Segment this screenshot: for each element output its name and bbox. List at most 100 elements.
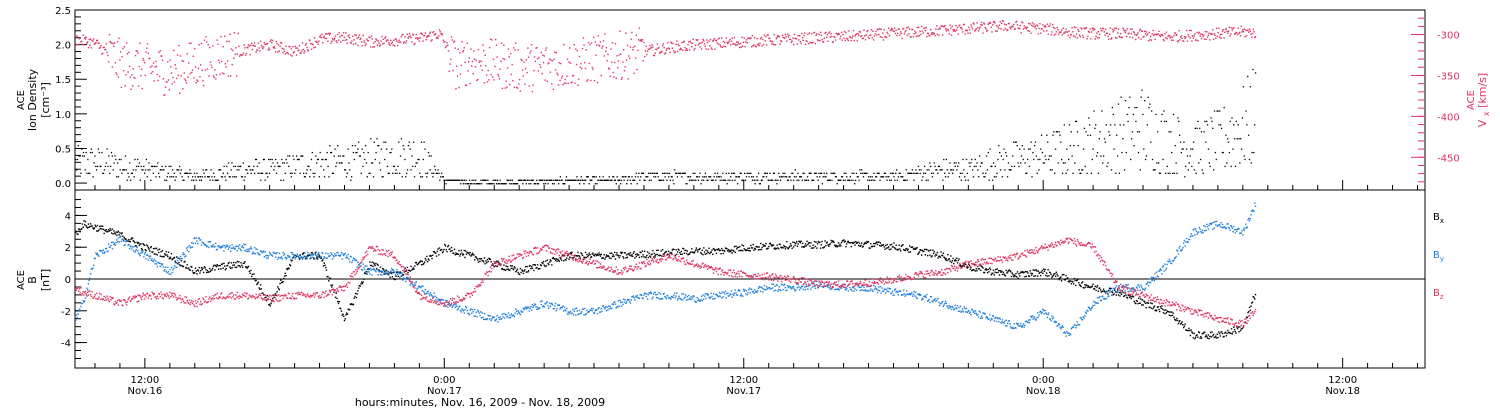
b-point	[141, 251, 144, 254]
density-point	[888, 176, 890, 178]
vx-point	[343, 32, 345, 34]
b-point	[1045, 274, 1047, 277]
vx-point	[726, 41, 728, 44]
b-point	[754, 248, 757, 251]
b-point	[186, 249, 188, 252]
b-point	[903, 249, 906, 251]
density-point	[154, 165, 156, 168]
b-point	[164, 266, 167, 268]
b-point	[373, 263, 376, 265]
b-point	[693, 252, 695, 254]
b-point	[1099, 287, 1101, 289]
density-point	[258, 162, 260, 164]
b-point	[873, 242, 875, 245]
vx-point	[1078, 30, 1080, 33]
b-point	[702, 253, 704, 256]
vx-point	[1133, 31, 1135, 34]
b-point	[867, 240, 870, 243]
vx-point	[77, 43, 80, 46]
density-point	[1215, 158, 1217, 161]
density-point	[988, 179, 990, 181]
density-point	[573, 179, 576, 181]
vx-point	[284, 53, 287, 55]
vx-point	[328, 32, 330, 35]
vx-point	[298, 49, 300, 51]
b-point	[882, 244, 885, 246]
density-point	[817, 179, 819, 181]
density-point	[1171, 151, 1173, 154]
density-point	[1137, 151, 1140, 154]
b-point	[104, 247, 107, 250]
vx-point	[893, 27, 896, 29]
b-point	[232, 264, 234, 267]
density-point	[709, 176, 711, 178]
b-point	[553, 257, 555, 260]
b-point	[822, 247, 824, 249]
density-point	[97, 148, 100, 150]
vx-point	[917, 35, 919, 37]
b-point	[197, 237, 200, 239]
vx-point	[304, 44, 307, 47]
density-point	[847, 179, 850, 181]
density-point	[1184, 176, 1186, 178]
vx-point	[143, 62, 146, 64]
density-point	[379, 169, 382, 171]
b-point	[273, 252, 275, 254]
b-point	[871, 245, 873, 248]
vx-point	[482, 49, 485, 52]
vx-point	[857, 32, 859, 35]
density-point	[512, 183, 514, 185]
density-point	[1214, 151, 1217, 154]
density-tick-label: 2.0	[55, 41, 71, 52]
b-point	[202, 241, 204, 244]
vx-point	[751, 34, 754, 37]
vx-point	[77, 44, 79, 46]
density-point	[134, 158, 136, 161]
b-point	[742, 245, 745, 247]
b-point	[1134, 302, 1136, 304]
b-point	[192, 242, 194, 245]
density-point	[1047, 158, 1050, 161]
vx-point	[1140, 38, 1142, 40]
b-point	[823, 246, 826, 248]
vx-point	[507, 48, 510, 50]
b-point	[690, 251, 692, 253]
density-point	[1195, 172, 1197, 174]
b-point	[122, 240, 125, 242]
vx-point	[1092, 29, 1094, 31]
density-point	[326, 151, 328, 154]
vx-point	[1151, 33, 1153, 35]
vx-point	[388, 43, 391, 45]
vx-point	[947, 29, 950, 32]
density-point	[1163, 110, 1165, 112]
b-point	[291, 259, 293, 262]
vx-point	[1066, 31, 1068, 33]
vx-point	[1075, 26, 1077, 29]
vx-point	[1192, 37, 1195, 39]
b-point	[465, 253, 468, 255]
vx-point	[1240, 25, 1242, 28]
b-point	[587, 256, 589, 258]
density-point	[342, 155, 344, 157]
density-point	[1030, 141, 1032, 143]
vx-point	[950, 27, 952, 29]
vx-point	[759, 42, 761, 44]
b-point	[614, 258, 617, 260]
vx-point	[878, 33, 880, 36]
b-point	[1095, 289, 1097, 291]
b-point	[1152, 308, 1154, 310]
b-point	[513, 266, 516, 268]
vx-point	[634, 57, 637, 59]
b-point	[474, 256, 477, 258]
density-point	[1102, 155, 1105, 157]
vx-point	[779, 43, 781, 45]
vx-point	[608, 68, 611, 70]
b-point	[606, 255, 608, 258]
vx-point	[645, 45, 647, 48]
b-point	[190, 246, 192, 248]
vx-point	[1010, 27, 1012, 30]
density-point	[1225, 134, 1227, 136]
density-point	[309, 176, 311, 178]
density-point	[765, 176, 768, 178]
vx-point	[621, 76, 623, 79]
